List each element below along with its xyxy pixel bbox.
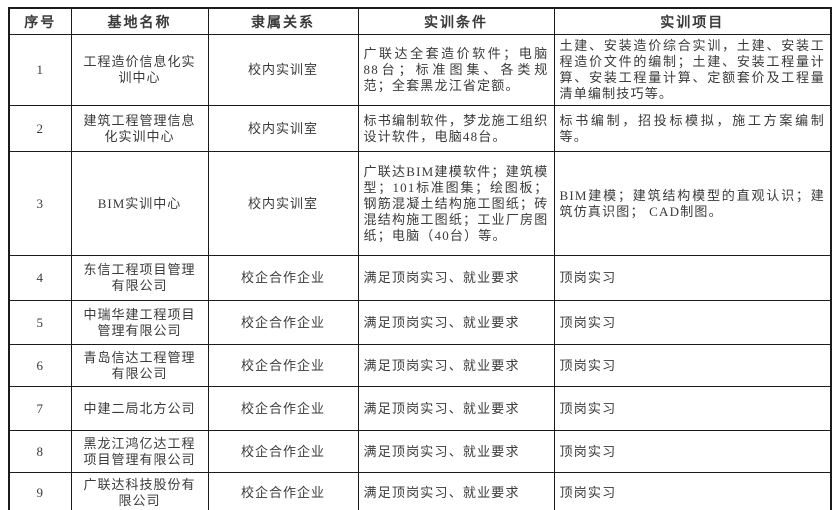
cell-training-projects: 土建、安装造价综合实训，土建、安装工程造价文件的编制；土建、安装工程量计算、安装… — [553, 34, 832, 106]
cell-affiliation: 校企合作企业 — [207, 430, 359, 473]
cell-affiliation: 校内实训室 — [207, 105, 359, 152]
header-affiliation: 隶属关系 — [207, 7, 359, 35]
cell-index: 9 — [8, 472, 72, 510]
cell-training-projects: 顶岗实习 — [553, 300, 832, 345]
cell-base-name: 工程造价信息化实训中心 — [70, 34, 209, 106]
cell-training-projects: BIM建模；建筑结构模型的直观认识；建筑仿真识图； CAD制图。 — [553, 151, 832, 256]
cell-training-conditions: 标书编制软件，梦龙施工组织设计软件，电脑48台。 — [357, 105, 555, 152]
cell-affiliation: 校企合作企业 — [207, 344, 359, 387]
table-row: 4 东信工程项目管理有限公司 校企合作企业 满足顶岗实习、就业要求 顶岗实习 — [8, 255, 832, 301]
cell-base-name: 青岛信达工程管理有限公司 — [70, 344, 209, 387]
cell-training-conditions: 广联达BIM建模软件；建筑模型；101标准图集；绘图板；钢筋混凝土结构施工图纸；… — [357, 151, 555, 256]
cell-training-conditions: 满足顶岗实习、就业要求 — [357, 386, 555, 431]
cell-training-conditions: 满足顶岗实习、就业要求 — [357, 472, 555, 510]
cell-affiliation: 校内实训室 — [207, 34, 359, 106]
cell-training-projects: 顶岗实习 — [553, 386, 832, 431]
cell-affiliation: 校内实训室 — [207, 151, 359, 256]
cell-index: 4 — [8, 255, 72, 301]
cell-base-name: 广联达科技股份有限公司 — [70, 472, 209, 510]
cell-base-name: BIM实训中心 — [70, 151, 209, 256]
cell-index: 1 — [8, 34, 72, 106]
cell-training-projects: 顶岗实习 — [553, 255, 832, 301]
table-row: 8 黑龙江鸿亿达工程项目管理有限公司 校企合作企业 满足顶岗实习、就业要求 顶岗… — [8, 430, 832, 473]
table-row: 6 青岛信达工程管理有限公司 校企合作企业 满足顶岗实习、就业要求 顶岗实习 — [8, 344, 832, 387]
cell-affiliation: 校企合作企业 — [207, 472, 359, 510]
cell-training-conditions: 满足顶岗实习、就业要求 — [357, 430, 555, 473]
cell-training-projects: 顶岗实习 — [553, 344, 832, 387]
cell-training-projects: 顶岗实习 — [553, 430, 832, 473]
cell-base-name: 建筑工程管理信息化实训中心 — [70, 105, 209, 152]
table-row: 2 建筑工程管理信息化实训中心 校内实训室 标书编制软件，梦龙施工组织设计软件，… — [8, 105, 832, 152]
cell-base-name: 黑龙江鸿亿达工程项目管理有限公司 — [70, 430, 209, 473]
cell-index: 6 — [8, 344, 72, 387]
cell-index: 8 — [8, 430, 72, 473]
header-index: 序号 — [8, 7, 72, 35]
cell-training-conditions: 满足顶岗实习、就业要求 — [357, 300, 555, 345]
cell-index: 3 — [8, 151, 72, 256]
cell-index: 5 — [8, 300, 72, 345]
cell-training-projects: 顶岗实习 — [553, 472, 832, 510]
training-bases-table: 序号 基地名称 隶属关系 实训条件 实训项目 1 工程造价信息化实训中心 校内实… — [8, 7, 832, 510]
cell-base-name: 中建二局北方公司 — [70, 386, 209, 431]
header-training-projects: 实训项目 — [553, 7, 832, 35]
cell-training-conditions: 广联达全套造价软件；电脑88台；标准图集、各类规范；全套黑龙江省定额。 — [357, 34, 555, 106]
table-row: 9 广联达科技股份有限公司 校企合作企业 满足顶岗实习、就业要求 顶岗实习 — [8, 472, 832, 510]
header-training-conditions: 实训条件 — [357, 7, 555, 35]
cell-base-name: 东信工程项目管理有限公司 — [70, 255, 209, 301]
cell-training-conditions: 满足顶岗实习、就业要求 — [357, 255, 555, 301]
cell-base-name: 中瑞华建工程项目管理有限公司 — [70, 300, 209, 345]
cell-affiliation: 校企合作企业 — [207, 255, 359, 301]
cell-training-projects: 标书编制，招投标模拟，施工方案编制等。 — [553, 105, 832, 152]
header-base-name: 基地名称 — [70, 7, 209, 35]
table-row: 7 中建二局北方公司 校企合作企业 满足顶岗实习、就业要求 顶岗实习 — [8, 386, 832, 431]
cell-training-conditions: 满足顶岗实习、就业要求 — [357, 344, 555, 387]
table-row: 5 中瑞华建工程项目管理有限公司 校企合作企业 满足顶岗实习、就业要求 顶岗实习 — [8, 300, 832, 345]
cell-index: 2 — [8, 105, 72, 152]
table-row: 1 工程造价信息化实训中心 校内实训室 广联达全套造价软件；电脑88台；标准图集… — [8, 34, 832, 106]
cell-affiliation: 校企合作企业 — [207, 386, 359, 431]
cell-affiliation: 校企合作企业 — [207, 300, 359, 345]
table-row: 3 BIM实训中心 校内实训室 广联达BIM建模软件；建筑模型；101标准图集；… — [8, 151, 832, 256]
cell-index: 7 — [8, 386, 72, 431]
table-header-row: 序号 基地名称 隶属关系 实训条件 实训项目 — [8, 7, 832, 35]
